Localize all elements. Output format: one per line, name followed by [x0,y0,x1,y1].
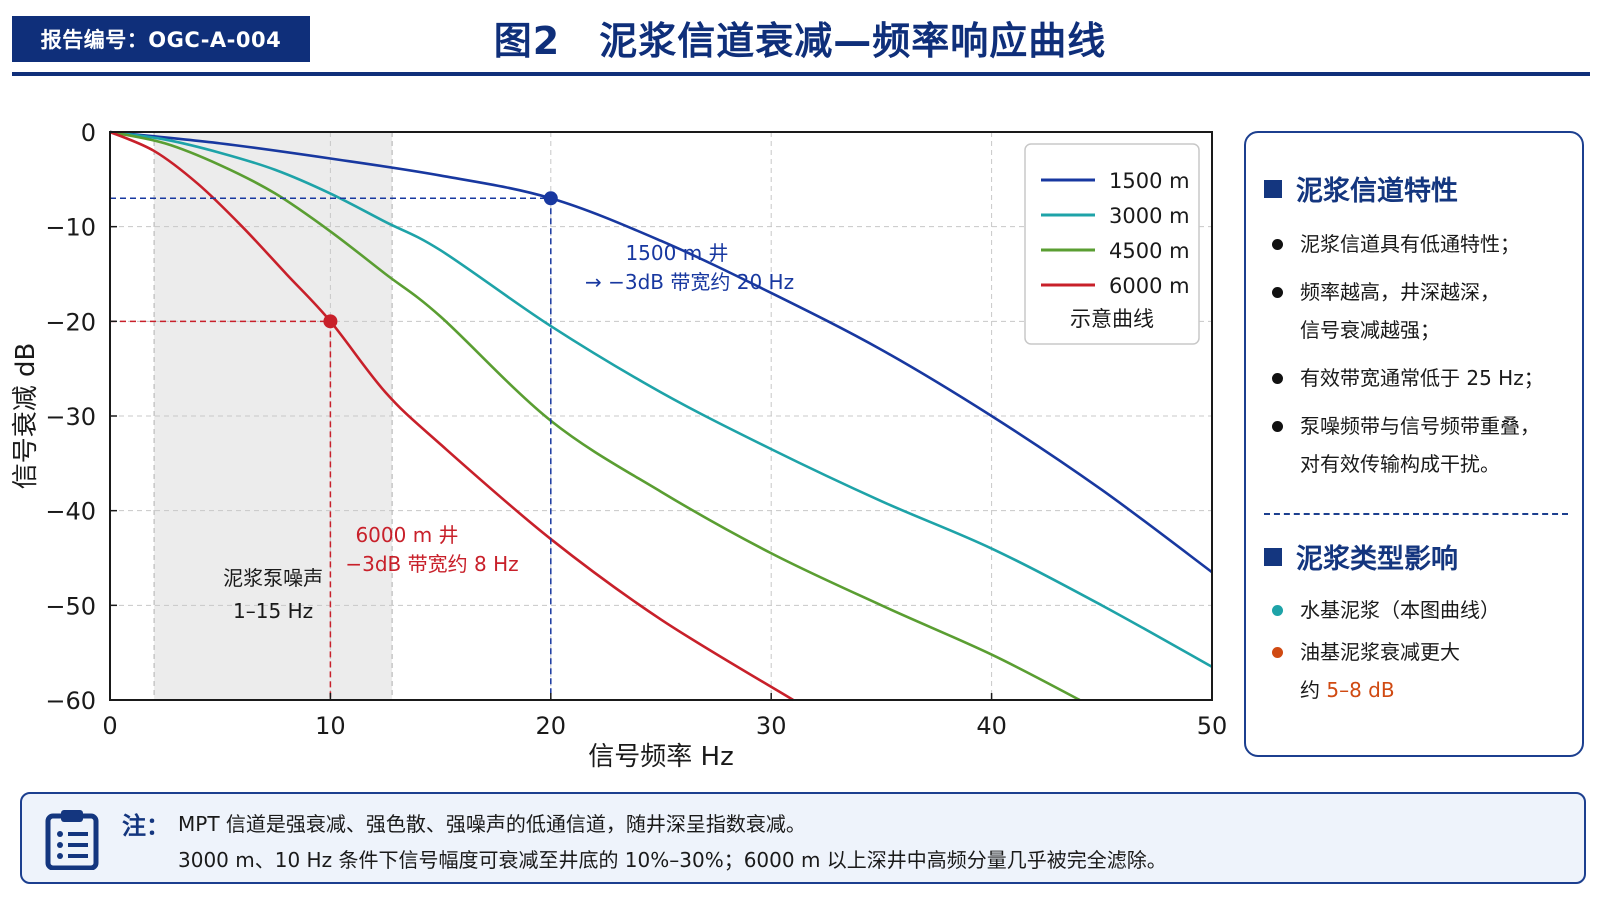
legend-entry: 6000 m [1109,274,1190,298]
list-item: 泥浆信道具有低通特性； [1266,225,1544,263]
list-item-text: 油基泥浆衰减更大 [1300,640,1460,664]
note-line-2: 3000 m、10 Hz 条件下信号幅度可衰减至井底的 10%–30%；6000… [178,848,1167,872]
mud-type-list: 水基泥浆（本图曲线） 油基泥浆衰减更大约 5–8 dB [1266,591,1500,709]
x-tick-label: 50 [1197,712,1228,740]
title-rule [12,72,1590,76]
legend-entry: 3000 m [1109,204,1190,228]
bullet-dot-icon [1272,373,1283,384]
list-item-text: 泵噪频带与信号频带重叠， [1300,414,1540,438]
note-box: 注： MPT 信道是强衰减、强色散、强噪声的低通信道，随井深呈指数衰减。 300… [20,792,1586,884]
y-axis-label: 信号衰减 dB [11,343,41,490]
bullet-dot-icon [1272,421,1283,432]
legend-entry: 4500 m [1109,239,1190,263]
continuation-prefix: 约 [1300,678,1327,702]
x-tick-label: 10 [315,712,346,740]
x-tick-label: 20 [536,712,567,740]
note-line-1: MPT 信道是强衰减、强色散、强噪声的低通信道，随井深呈指数衰减。 [178,812,806,836]
section-title-mud-type: 泥浆类型影响 [1264,537,1458,576]
attenuation-chart: 泥浆泵噪声 1–15 Hz 1500 m 井 → −3dB 带宽约 20 Hz 6000… [11,119,1228,772]
list-item: 泵噪频带与信号频带重叠， 对有效传输构成干扰。 [1266,407,1544,483]
annotation-label: 1500 m 井 [625,241,728,265]
report-id-badge: 报告编号：OGC-A-004 [12,16,310,62]
y-tick-label: −30 [45,403,96,431]
y-tick-label: −40 [45,498,96,526]
section-title-channel: 泥浆信道特性 [1264,169,1458,208]
bullet-dot-icon [1272,605,1283,616]
extra-attenuation-value: 5–8 dB [1326,678,1395,702]
legend-note: 示意曲线 [1070,307,1154,331]
legend-entry: 1500 m [1109,169,1190,193]
x-tick-label: 0 [102,712,117,740]
y-tick-label: −20 [45,308,96,336]
annotation-label: −3dB 带宽约 8 Hz [345,552,518,576]
page-title: 图2 泥浆信道衰减—频率响应曲线 [493,19,1107,63]
y-tick-label: −10 [45,214,96,242]
square-bullet-icon [1264,547,1282,566]
annotation-label: → −3dB 带宽约 20 Hz [585,270,794,294]
series-line [109,130,1081,702]
series-line [109,130,1213,574]
x-tick-label: 40 [976,712,1007,740]
annotation-point [543,191,558,206]
y-tick-label: −50 [45,592,96,620]
panel-divider [1264,513,1568,515]
list-item: 频率越高，井深越深， 信号衰减越强； [1266,273,1544,349]
list-item-continuation: 对有效传输构成干扰。 [1300,452,1500,476]
y-tick-label: 0 [81,119,96,147]
list-item: 油基泥浆衰减更大约 5–8 dB [1266,633,1500,709]
list-item: 水基泥浆（本图曲线） [1266,591,1500,629]
list-item-text: 泥浆信道具有低通特性； [1300,232,1520,256]
list-item-continuation: 约 5–8 dB [1300,671,1500,709]
list-item-text: 频率越高，井深越深， [1300,280,1500,304]
list-item: 有效带宽通常低于 25 Hz； [1266,359,1544,397]
bullet-dot-icon [1272,239,1283,250]
side-panel: 泥浆信道特性 泥浆信道具有低通特性； 频率越高，井深越深， 信号衰减越强； 有效带… [1244,131,1584,757]
y-tick-label: −60 [45,687,96,715]
list-item-text: 有效带宽通常低于 25 Hz； [1300,366,1544,390]
x-tick-label: 30 [756,712,787,740]
list-item-continuation: 信号衰减越强； [1300,318,1440,342]
list-item-text: 水基泥浆（本图曲线） [1300,598,1500,622]
x-axis-label: 信号频率 Hz [588,742,733,772]
series-line [109,130,1213,669]
annotation-point [323,314,338,329]
annotation-label: 6000 m 井 [355,523,458,547]
band-range-label: 1–15 Hz [233,599,313,623]
section2-title-text: 泥浆类型影响 [1296,544,1458,575]
clipboard-icon [45,810,99,870]
band-label: 泥浆泵噪声 [223,566,323,590]
legend-box [1024,143,1200,345]
channel-feature-list: 泥浆信道具有低通特性； 频率越高，井深越深， 信号衰减越强； 有效带宽通常低于 2… [1266,225,1544,483]
note-label: 注： [122,812,170,840]
square-bullet-icon [1264,179,1282,198]
bullet-dot-icon [1272,287,1283,298]
series-line [109,130,794,702]
section1-title-text: 泥浆信道特性 [1296,176,1458,207]
bullet-dot-icon [1272,647,1283,658]
